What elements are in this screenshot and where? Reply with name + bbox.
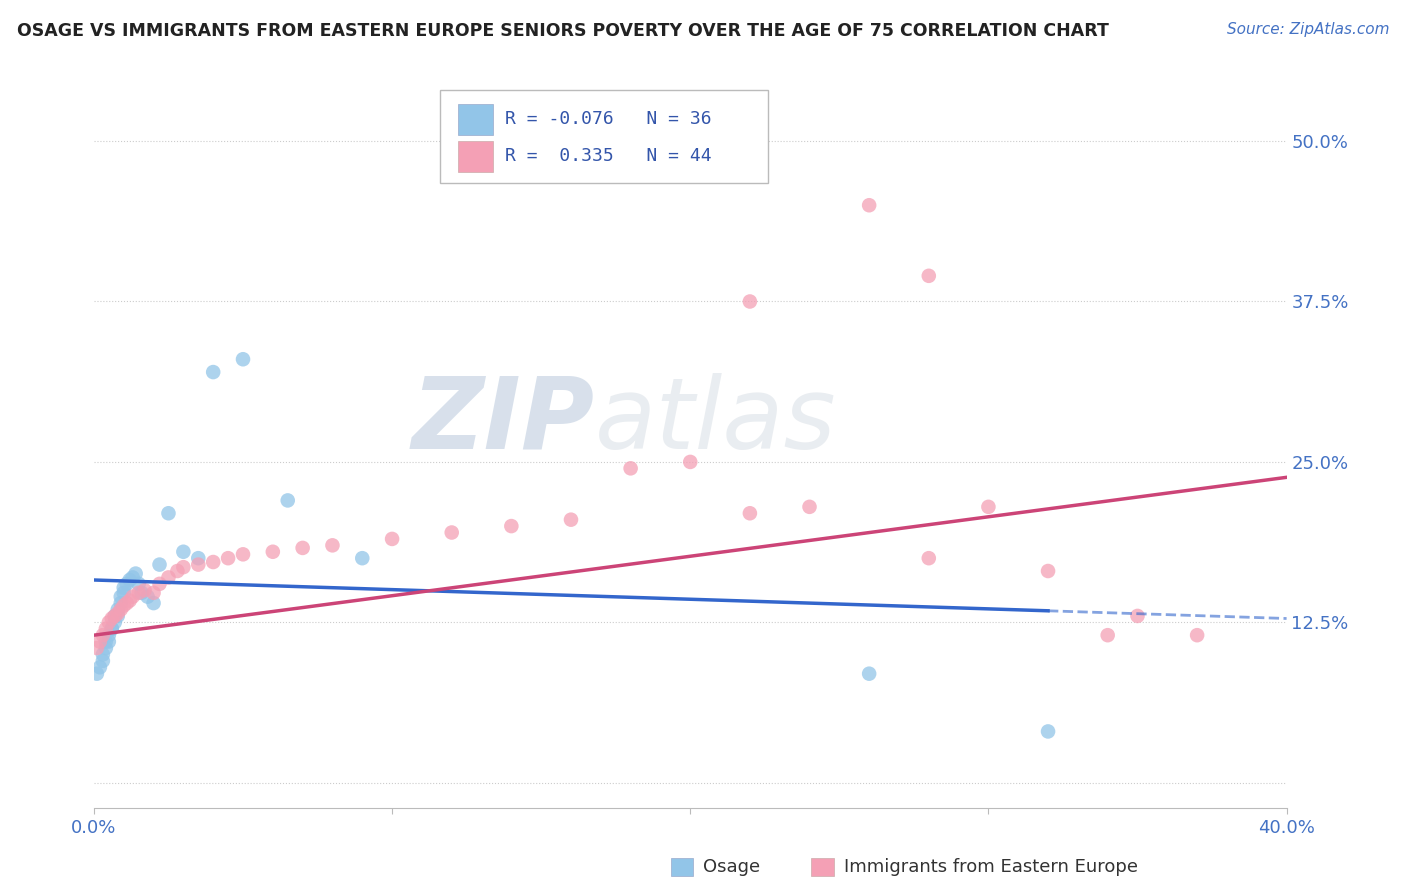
Point: [89, 634, 111, 648]
Point: [107, 609, 129, 624]
Point: [107, 607, 129, 621]
Point: [101, 622, 124, 636]
Point: [381, 532, 404, 546]
Point: [262, 545, 284, 559]
Point: [91, 648, 114, 662]
Point: [352, 551, 374, 566]
Point: [97, 615, 120, 630]
Point: [97, 628, 120, 642]
Point: [157, 506, 180, 520]
Point: [131, 586, 153, 600]
Point: [91, 628, 114, 642]
Point: [148, 577, 170, 591]
Point: [94, 622, 117, 636]
Point: [858, 198, 880, 212]
Point: [128, 586, 150, 600]
Point: [148, 558, 170, 572]
Point: [112, 599, 135, 613]
Point: [128, 577, 150, 591]
Point: [918, 268, 941, 283]
Point: [107, 602, 129, 616]
Point: [232, 352, 254, 367]
Text: Osage: Osage: [703, 858, 761, 876]
Point: [115, 596, 138, 610]
Point: [124, 566, 146, 581]
Point: [104, 609, 127, 624]
Point: [94, 640, 117, 655]
Point: [440, 525, 463, 540]
Point: [104, 609, 127, 624]
Point: [110, 602, 132, 616]
Point: [858, 666, 880, 681]
Point: [101, 611, 124, 625]
Point: [217, 551, 239, 566]
Text: R = -0.076   N = 36: R = -0.076 N = 36: [505, 110, 711, 128]
Point: [110, 596, 132, 610]
Point: [89, 660, 111, 674]
Point: [1185, 628, 1208, 642]
Point: [202, 555, 225, 569]
FancyBboxPatch shape: [458, 141, 494, 172]
Point: [118, 573, 141, 587]
Text: OSAGE VS IMMIGRANTS FROM EASTERN EUROPE SENIORS POVERTY OVER THE AGE OF 75 CORRE: OSAGE VS IMMIGRANTS FROM EASTERN EUROPE …: [17, 22, 1109, 40]
Point: [91, 654, 114, 668]
Point: [134, 583, 156, 598]
Point: [501, 519, 523, 533]
Point: [136, 590, 159, 604]
Point: [110, 590, 132, 604]
Point: [86, 666, 108, 681]
Point: [321, 538, 343, 552]
Point: [112, 586, 135, 600]
Point: [738, 506, 761, 520]
Point: [1036, 564, 1059, 578]
Text: atlas: atlas: [595, 373, 837, 470]
FancyBboxPatch shape: [440, 90, 768, 183]
Point: [142, 586, 165, 600]
Point: [232, 547, 254, 561]
Point: [121, 570, 143, 584]
Point: [187, 551, 209, 566]
Point: [799, 500, 821, 514]
Point: [86, 640, 108, 655]
Point: [166, 564, 188, 578]
Point: [679, 455, 702, 469]
Point: [142, 596, 165, 610]
Text: ZIP: ZIP: [412, 373, 595, 470]
Point: [202, 365, 225, 379]
Point: [172, 545, 194, 559]
Point: [101, 622, 124, 636]
Point: [118, 593, 141, 607]
Point: [918, 551, 941, 566]
Point: [977, 500, 1000, 514]
Point: [172, 560, 194, 574]
Text: Source: ZipAtlas.com: Source: ZipAtlas.com: [1226, 22, 1389, 37]
Point: [94, 634, 117, 648]
Point: [1097, 628, 1119, 642]
Text: Immigrants from Eastern Europe: Immigrants from Eastern Europe: [844, 858, 1137, 876]
Point: [277, 493, 299, 508]
Point: [104, 615, 127, 630]
Point: [112, 581, 135, 595]
Point: [1036, 724, 1059, 739]
Point: [291, 541, 314, 555]
Point: [115, 577, 138, 591]
Point: [560, 513, 582, 527]
Point: [738, 294, 761, 309]
Point: [1126, 609, 1149, 624]
Point: [121, 590, 143, 604]
FancyBboxPatch shape: [458, 103, 494, 135]
Point: [97, 634, 120, 648]
Point: [620, 461, 643, 475]
Text: R =  0.335   N = 44: R = 0.335 N = 44: [505, 147, 711, 165]
Point: [157, 570, 180, 584]
Point: [187, 558, 209, 572]
